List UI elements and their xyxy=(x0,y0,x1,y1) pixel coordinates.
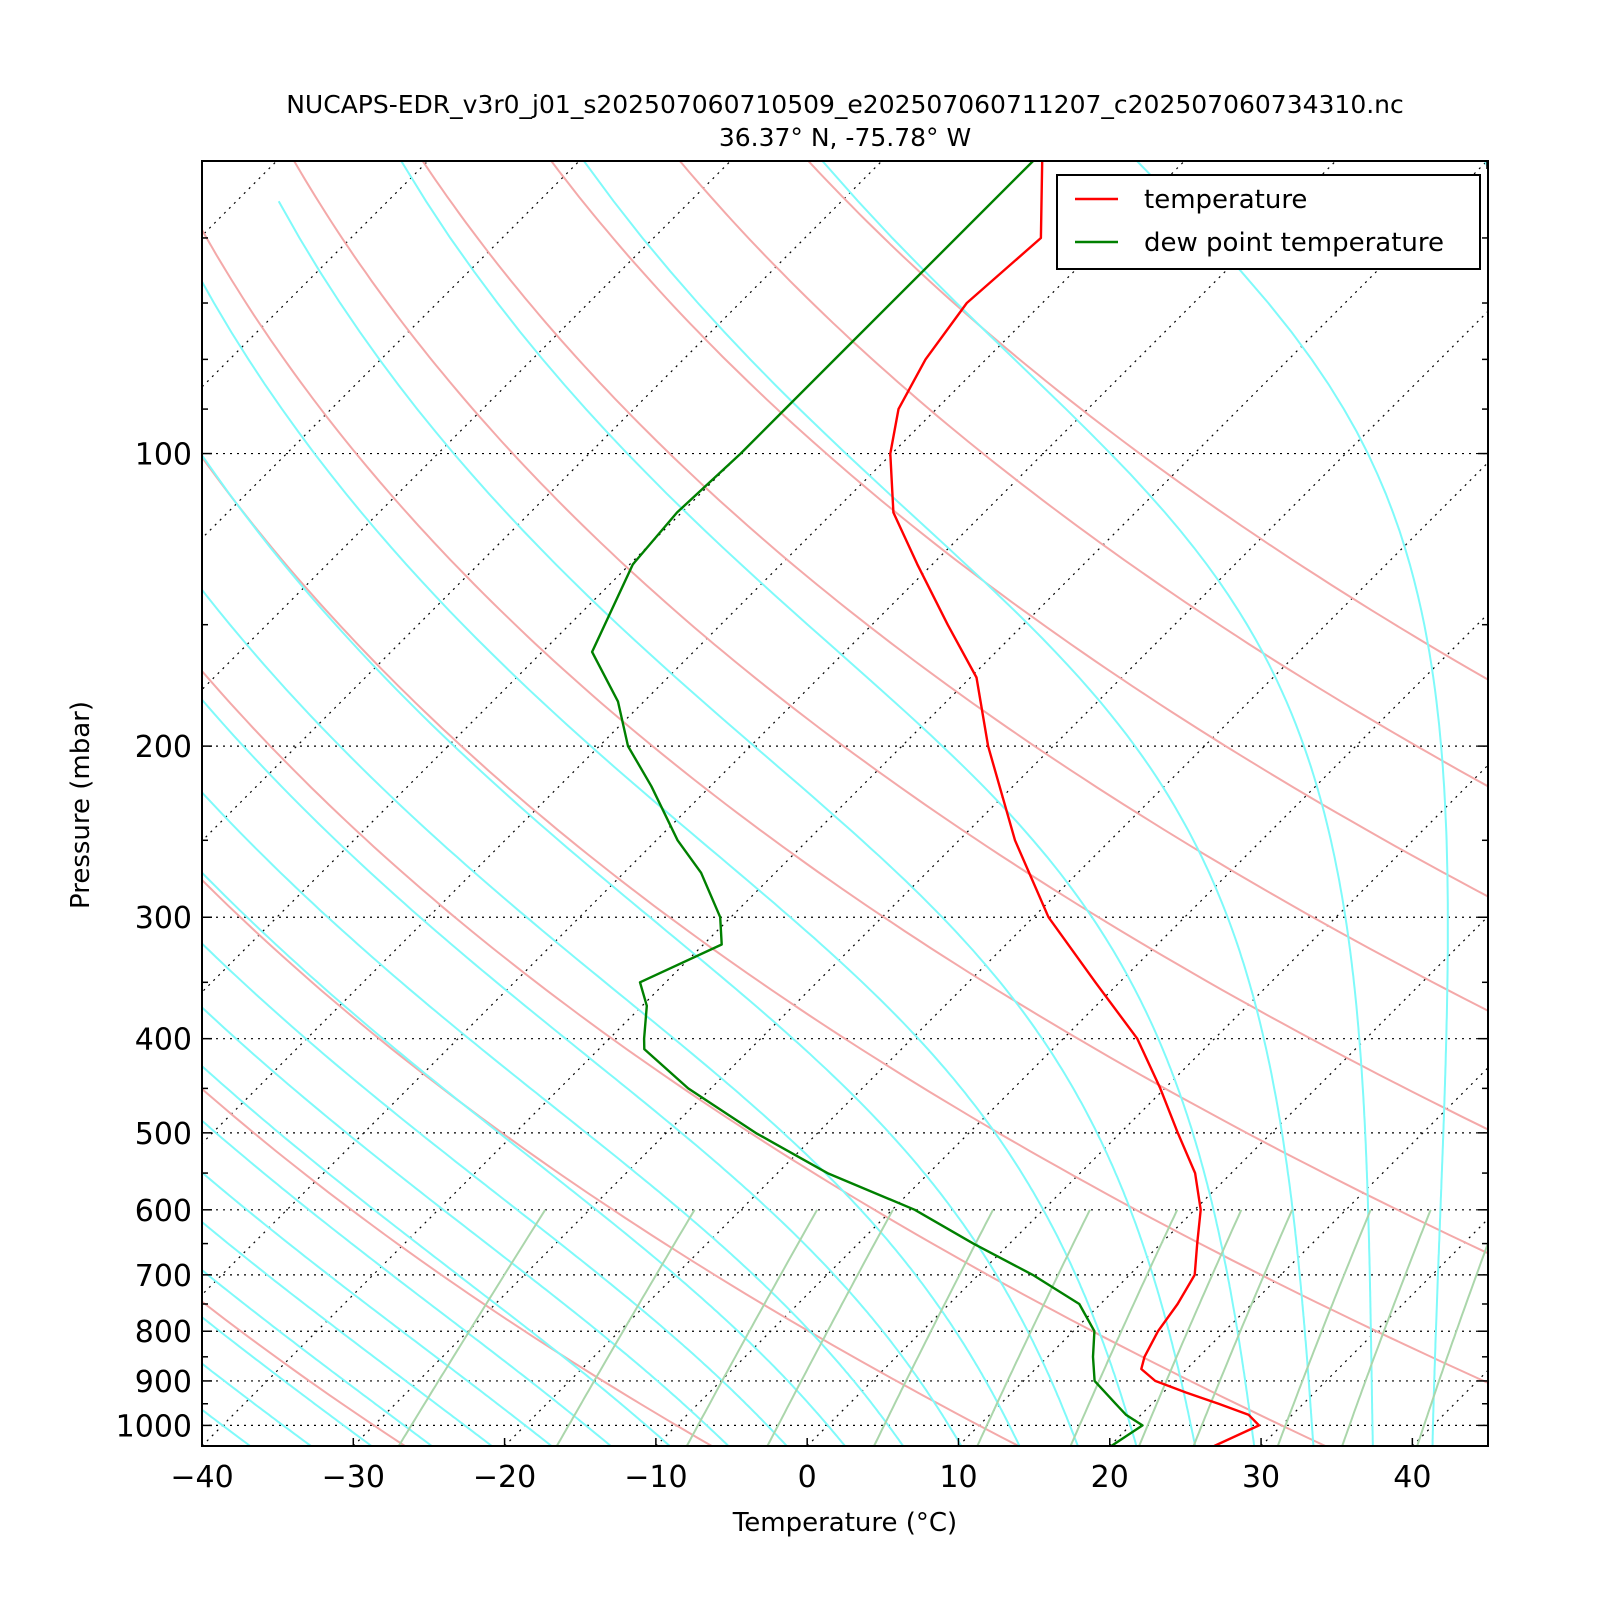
isotherm-0 xyxy=(806,764,1488,1446)
isotherm--10 xyxy=(655,613,1488,1446)
y-tick-label: 100 xyxy=(135,438,192,473)
plot-frame xyxy=(201,160,1489,1447)
y-tick-label: 800 xyxy=(135,1315,192,1350)
mixing-ratio-1 xyxy=(555,1209,696,1446)
dry-adiabat-130 xyxy=(550,161,1488,898)
dry-adiabat-10 xyxy=(202,878,1020,1446)
x-tick-label: −40 xyxy=(170,1460,233,1495)
x-tick-label: −10 xyxy=(624,1460,687,1495)
isotherm--20 xyxy=(504,461,1488,1446)
legend-label-temperature: temperature xyxy=(1144,185,1307,215)
moist-adiabat-16 xyxy=(202,453,1079,1446)
dry-adiabat-70 xyxy=(202,227,1488,1255)
y-tick-label: 500 xyxy=(135,1117,192,1152)
y-tick-label: 700 xyxy=(135,1259,192,1294)
isotherm-10 xyxy=(958,915,1488,1446)
moist-adiabat-4 xyxy=(202,790,904,1446)
legend-label-dewpoint: dew point temperature xyxy=(1144,228,1444,258)
moist-adiabat--36 xyxy=(202,1362,312,1446)
y-tick-label: 900 xyxy=(135,1365,192,1400)
x-tick-label: 20 xyxy=(1091,1460,1129,1495)
moist-adiabat--24 xyxy=(202,1220,493,1446)
moist-adiabat-40 xyxy=(1136,161,1449,1446)
x-tick-label: −20 xyxy=(473,1460,536,1495)
dry-adiabat-170 xyxy=(807,161,1488,681)
chart-subtitle: 36.37° N, -75.78° W xyxy=(719,123,971,152)
mixing-ratio-0.4 xyxy=(397,1209,547,1446)
moist-adiabats xyxy=(202,161,1488,1446)
dry-adiabat-90 xyxy=(293,161,1488,1131)
series-line-temperature xyxy=(889,161,1261,1446)
x-axis-label: Temperature (°C) xyxy=(732,1508,957,1538)
dry-adiabat--10 xyxy=(202,1087,713,1446)
mixing-ratio-8 xyxy=(976,1209,1091,1446)
isotherm--30 xyxy=(352,310,1488,1446)
mixing-ratio-lines xyxy=(397,1209,1488,1446)
isotherm--40 xyxy=(202,161,1488,1446)
mixing-ratio-3 xyxy=(766,1209,894,1446)
moist-adiabat--16 xyxy=(202,1119,612,1446)
moist-adiabat--28 xyxy=(202,1268,433,1446)
moist-adiabat-12 xyxy=(202,588,1021,1446)
x-tick-label: 0 xyxy=(798,1460,817,1495)
legend-box xyxy=(1056,174,1481,270)
moist-adiabat-0 xyxy=(202,871,846,1446)
mixing-ratio-2 xyxy=(685,1209,818,1446)
plot-area xyxy=(202,161,1488,1446)
x-tick-label: 10 xyxy=(939,1460,977,1495)
moist-adiabat-36 xyxy=(821,161,1374,1446)
moist-adiabat--32 xyxy=(202,1315,373,1446)
dry-adiabat-150 xyxy=(679,161,1488,788)
y-tick-label: 400 xyxy=(135,1023,192,1058)
moist-adiabat-28 xyxy=(400,161,1256,1446)
mixing-ratio-5 xyxy=(873,1209,994,1446)
dry-adiabats xyxy=(202,161,1488,1446)
y-tick-label: 200 xyxy=(135,730,192,765)
series-line-dewpoint xyxy=(590,161,1144,1446)
mixing-ratio-20 xyxy=(1192,1209,1294,1446)
moist-adiabat-8 xyxy=(202,698,963,1446)
moist-adiabat--20 xyxy=(202,1171,553,1446)
isotherm-20 xyxy=(1109,1066,1488,1446)
isotherm-30 xyxy=(1260,1218,1488,1446)
moist-adiabat--4 xyxy=(202,942,788,1446)
moist-adiabat-32 xyxy=(583,161,1315,1446)
x-tick-label: −30 xyxy=(322,1460,385,1495)
y-tick-label: 600 xyxy=(135,1194,192,1229)
mixing-ratio-48 xyxy=(1416,1240,1488,1446)
y-tick-label: 1000 xyxy=(116,1409,192,1444)
series-lines xyxy=(590,161,1261,1446)
mixing-ratio-36 xyxy=(1341,1209,1432,1446)
isobar-grid xyxy=(202,452,1488,1427)
x-tick-labels: −40 −30 −20 −10 0 10 20 30 40 xyxy=(170,1460,1431,1495)
mixing-ratio-12 xyxy=(1069,1209,1179,1446)
moist-adiabat-24 xyxy=(277,200,1197,1446)
dry-adiabat-110 xyxy=(421,161,1488,1012)
dry-adiabat-50 xyxy=(202,455,1488,1384)
moist-adiabat--12 xyxy=(202,1064,671,1446)
moist-adiabat--8 xyxy=(202,1006,730,1446)
dry-adiabat-30 xyxy=(202,669,1326,1446)
mixing-ratio-16 xyxy=(1138,1209,1243,1446)
y-tick-label: 300 xyxy=(135,901,192,936)
legend: temperature dew point temperature xyxy=(1056,174,1481,270)
y-tick-labels: 100 200 300 400 500 600 700 800 900 1000 xyxy=(116,438,192,1445)
chart-title: NUCAPS-EDR_v3r0_j01_s202507060710509_e20… xyxy=(286,90,1404,119)
mixing-ratio-28 xyxy=(1276,1209,1372,1446)
y-axis-label: Pressure (mbar) xyxy=(66,701,96,909)
moist-adiabat-20 xyxy=(202,279,1138,1446)
x-tick-label: 30 xyxy=(1242,1460,1280,1495)
x-tick-label: 40 xyxy=(1393,1460,1431,1495)
isotherm-grid xyxy=(202,161,1488,1446)
isotherm--50 xyxy=(202,161,1337,1296)
